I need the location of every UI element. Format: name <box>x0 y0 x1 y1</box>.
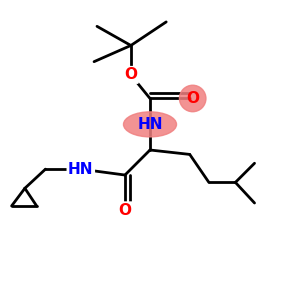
Text: O: O <box>186 91 199 106</box>
Text: HN: HN <box>137 117 163 132</box>
Ellipse shape <box>179 85 206 112</box>
Text: O: O <box>118 203 131 218</box>
Text: HN: HN <box>68 162 94 177</box>
Ellipse shape <box>124 112 176 137</box>
Text: O: O <box>124 68 137 82</box>
